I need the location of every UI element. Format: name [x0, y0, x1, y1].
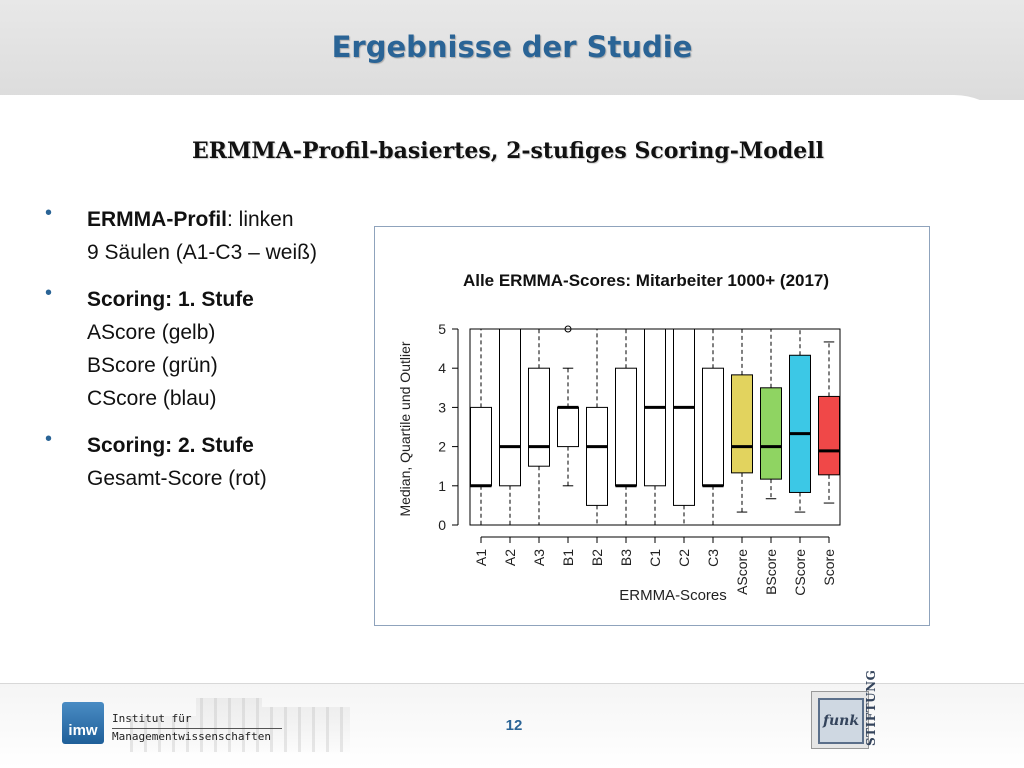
institute-name-line1: Institut für — [112, 712, 192, 725]
bullet-line: Scoring: 2. Stufe — [87, 434, 254, 457]
bullet-line: CScore (blau) — [87, 387, 217, 410]
bullet-dot-icon: • — [45, 282, 53, 304]
x-tick-label: AScore — [734, 549, 750, 595]
x-tick-label: C3 — [705, 549, 721, 567]
chart-y-axis-label: Median, Quartile und Outlier — [397, 341, 413, 516]
x-tick-label: B2 — [589, 549, 605, 566]
box-A3 — [528, 367, 550, 467]
stiftung-label: STIFTUNG — [864, 669, 878, 746]
bullet-dot-icon: • — [45, 202, 53, 224]
institute-name-line2: Managementwissenschaften — [112, 730, 271, 743]
x-tick-label: BScore — [763, 549, 779, 595]
x-tick-label: C1 — [647, 549, 663, 567]
bullet-list: • ERMMA-Profil: linken 9 Säulen (A1-C3 –… — [45, 200, 385, 506]
y-tick-label: 3 — [438, 399, 446, 415]
bullet-line: Scoring: 1. Stufe — [87, 288, 254, 311]
box-C2 — [673, 328, 695, 506]
boxplot-chart: Alle ERMMA-Scores: Mitarbeiter 1000+ (20… — [397, 271, 841, 604]
bullet-scoring-stufe-1: • Scoring: 1. Stufe AScore (gelb) BScore… — [45, 280, 385, 412]
x-tick-label: C2 — [676, 549, 692, 567]
box-outlier — [564, 325, 572, 333]
chart-frame: Alle ERMMA-Scores: Mitarbeiter 1000+ (20… — [374, 226, 930, 626]
bullet-line: ERMMA-Profil: linken — [87, 208, 294, 231]
header-band — [0, 0, 1024, 100]
bullet-dot-icon: • — [45, 428, 53, 450]
funk-logo-icon: funk — [811, 691, 869, 749]
x-tick-label: A1 — [473, 549, 489, 566]
x-tick-label: CScore — [792, 549, 808, 596]
box-A2 — [499, 328, 521, 487]
box-Score — [818, 395, 840, 476]
box-BScore — [760, 387, 782, 480]
bullet-line: AScore (gelb) — [87, 321, 216, 344]
bullet-ermma-profil: • ERMMA-Profil: linken 9 Säulen (A1-C3 –… — [45, 200, 385, 266]
y-tick-label: 2 — [438, 439, 446, 455]
bullet-scoring-stufe-2: • Scoring: 2. Stufe Gesamt-Score (rot) — [45, 426, 385, 492]
chart-title: Alle ERMMA-Scores: Mitarbeiter 1000+ (20… — [463, 271, 829, 290]
bullet-line: 9 Säulen (A1-C3 – weiß) — [87, 241, 317, 264]
institute-name: Institut für Managementwissenschaften — [112, 711, 271, 745]
x-tick-label: Score — [821, 549, 837, 586]
x-tick-label: A3 — [531, 549, 547, 566]
box-B2 — [586, 406, 608, 506]
footer-divider — [0, 683, 1024, 684]
x-tick-label: A2 — [502, 549, 518, 566]
box-B1 — [557, 406, 579, 448]
box-CScore — [789, 354, 811, 493]
institute-rule — [112, 728, 282, 729]
x-tick-label: B1 — [560, 549, 576, 566]
chart-x-axis-label: ERMMA-Scores — [619, 587, 727, 604]
box-B3 — [615, 367, 637, 487]
box-AScore — [731, 374, 753, 474]
y-tick-label: 0 — [438, 517, 446, 533]
y-tick-label: 1 — [438, 478, 446, 494]
imw-logo-icon: imw — [62, 702, 104, 744]
funk-logo-text: funk — [818, 698, 864, 744]
x-tick-label: B3 — [618, 549, 634, 566]
box-A1 — [470, 406, 492, 487]
slide-subtitle: ERMMA-Profil-basiertes, 2-stufiges Scori… — [191, 138, 825, 164]
slide-title: Ergebnisse der Studie — [331, 30, 693, 64]
plot-layer: 0 1 2 3 4 5 A1 A2 A3 B1 B2 B3 C1 C2 C3 AScore BScore CSco… — [438, 321, 841, 596]
box-C3 — [702, 367, 724, 487]
y-tick-label: 4 — [438, 360, 446, 376]
bullet-line: BScore (grün) — [87, 354, 218, 377]
y-tick-label: 5 — [438, 321, 446, 337]
bullet-line: Gesamt-Score (rot) — [87, 467, 267, 490]
page-number: 12 — [505, 717, 523, 734]
